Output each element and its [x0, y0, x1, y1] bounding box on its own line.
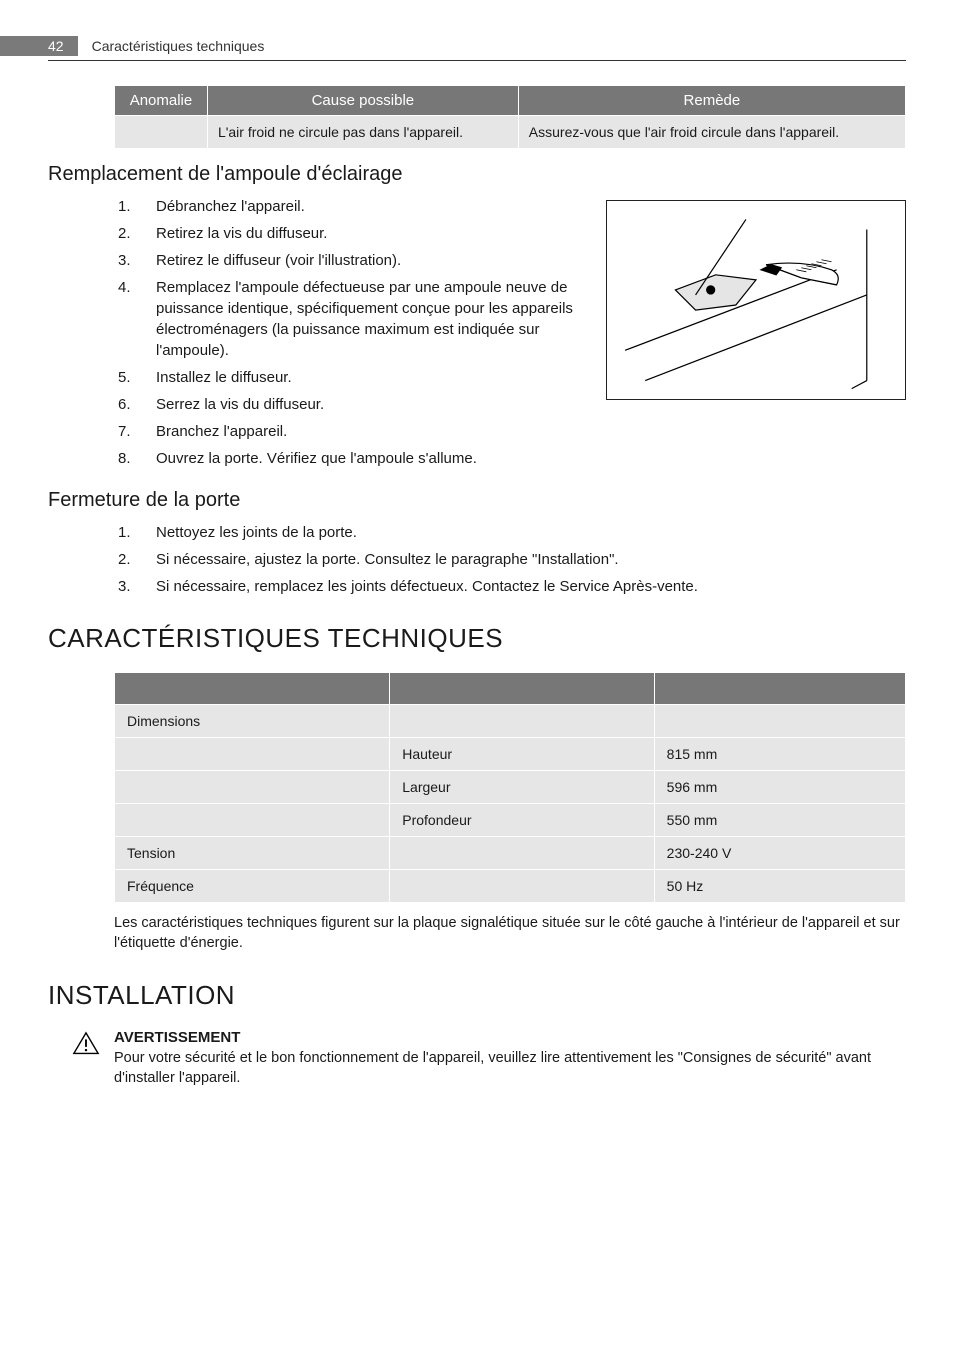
cell: Profondeur — [390, 804, 654, 837]
heading-bulb: Remplacement de l'ampoule d'éclairage — [48, 163, 906, 186]
cell — [390, 837, 654, 870]
heading-specs: CARACTÉRISTIQUES TECHNIQUES — [48, 623, 906, 654]
list-item: 1.Nettoyez les joints de la porte. — [114, 522, 906, 543]
cell — [654, 705, 905, 738]
cell — [115, 804, 390, 837]
list-item: 7.Branchez l'appareil. — [114, 421, 590, 442]
cell — [115, 771, 390, 804]
list-item: 3.Si nécessaire, remplacez les joints dé… — [114, 576, 906, 597]
table-header-row — [115, 673, 906, 705]
step-text: Nettoyez les joints de la porte. — [156, 522, 906, 543]
step-number: 3. — [114, 250, 156, 271]
step-number: 8. — [114, 448, 156, 469]
list-item: 1.Débranchez l'appareil. — [114, 196, 590, 217]
cell: 815 mm — [654, 738, 905, 771]
list-item: 4.Remplacez l'ampoule défectueuse par un… — [114, 277, 590, 361]
heading-door: Fermeture de la porte — [48, 489, 906, 512]
list-item: 8.Ouvrez la porte. Vérifiez que l'ampoul… — [114, 448, 590, 469]
heading-install: INSTALLATION — [48, 980, 906, 1011]
table-row: Largeur 596 mm — [115, 771, 906, 804]
cell — [115, 738, 390, 771]
cell: Largeur — [390, 771, 654, 804]
th-remede: Remède — [518, 86, 905, 116]
table-row: Tension 230-240 V — [115, 837, 906, 870]
step-text: Si nécessaire, ajustez la porte. Consult… — [156, 549, 906, 570]
step-text: Ouvrez la porte. Vérifiez que l'ampoule … — [156, 448, 590, 469]
bulb-steps: 1.Débranchez l'appareil. 2.Retirez la vi… — [114, 196, 590, 469]
step-number: 6. — [114, 394, 156, 415]
list-item: 5.Installez le diffuseur. — [114, 367, 590, 388]
specs-note: Les caractéristiques techniques figurent… — [114, 913, 906, 954]
list-item: 6.Serrez la vis du diffuseur. — [114, 394, 590, 415]
warning-icon — [72, 1031, 100, 1057]
table-row: Hauteur 815 mm — [115, 738, 906, 771]
step-text: Installez le diffuseur. — [156, 367, 590, 388]
page-header: 42 Caractéristiques techniques — [48, 36, 906, 61]
page-number: 42 — [0, 36, 78, 56]
table-row: Profondeur 550 mm — [115, 804, 906, 837]
specs-table: Dimensions Hauteur 815 mm Largeur 596 mm… — [114, 672, 906, 903]
cell: Fréquence — [115, 870, 390, 903]
step-text: Serrez la vis du diffuseur. — [156, 394, 590, 415]
step-number: 2. — [114, 549, 156, 570]
step-number: 1. — [114, 196, 156, 217]
step-text: Si nécessaire, remplacez les joints défe… — [156, 576, 906, 597]
cell: Hauteur — [390, 738, 654, 771]
cell: 230-240 V — [654, 837, 905, 870]
step-text: Remplacez l'ampoule défectueuse par une … — [156, 277, 590, 361]
cell: 550 mm — [654, 804, 905, 837]
illustration-svg — [615, 209, 897, 391]
door-steps: 1.Nettoyez les joints de la porte. 2.Si … — [114, 522, 906, 597]
step-number: 1. — [114, 522, 156, 543]
list-item: 3.Retirez le diffuseur (voir l'illustrat… — [114, 250, 590, 271]
step-text: Retirez le diffuseur (voir l'illustratio… — [156, 250, 590, 271]
cell-anomalie — [115, 116, 208, 149]
list-item: 2.Si nécessaire, ajustez la porte. Consu… — [114, 549, 906, 570]
warning-block: AVERTISSEMENT Pour votre sécurité et le … — [114, 1029, 906, 1097]
step-text: Branchez l'appareil. — [156, 421, 590, 442]
table-header-row: Anomalie Cause possible Remède — [115, 86, 906, 116]
step-number: 7. — [114, 421, 156, 442]
warning-text: Pour votre sécurité et le bon fonctionne… — [114, 1048, 906, 1089]
warning-title: AVERTISSEMENT — [114, 1029, 906, 1046]
cell-remede: Assurez-vous que l'air froid circule dan… — [518, 116, 905, 149]
list-item: 2.Retirez la vis du diffuseur. — [114, 223, 590, 244]
cell-cause: L'air froid ne circule pas dans l'appare… — [207, 116, 518, 149]
cell: Dimensions — [115, 705, 390, 738]
cell: 50 Hz — [654, 870, 905, 903]
cell: 596 mm — [654, 771, 905, 804]
cell — [390, 705, 654, 738]
table-row: Dimensions — [115, 705, 906, 738]
cell — [390, 870, 654, 903]
step-text: Débranchez l'appareil. — [156, 196, 590, 217]
step-text: Retirez la vis du diffuseur. — [156, 223, 590, 244]
step-number: 5. — [114, 367, 156, 388]
step-number: 3. — [114, 576, 156, 597]
table-row: Fréquence 50 Hz — [115, 870, 906, 903]
th-anomalie: Anomalie — [115, 86, 208, 116]
step-number: 2. — [114, 223, 156, 244]
step-number: 4. — [114, 277, 156, 361]
page-header-title: Caractéristiques techniques — [92, 38, 265, 54]
table-row: L'air froid ne circule pas dans l'appare… — [115, 116, 906, 149]
cell: Tension — [115, 837, 390, 870]
troubleshoot-table: Anomalie Cause possible Remède L'air fro… — [114, 85, 906, 149]
th-cause: Cause possible — [207, 86, 518, 116]
bulb-illustration — [606, 200, 906, 400]
